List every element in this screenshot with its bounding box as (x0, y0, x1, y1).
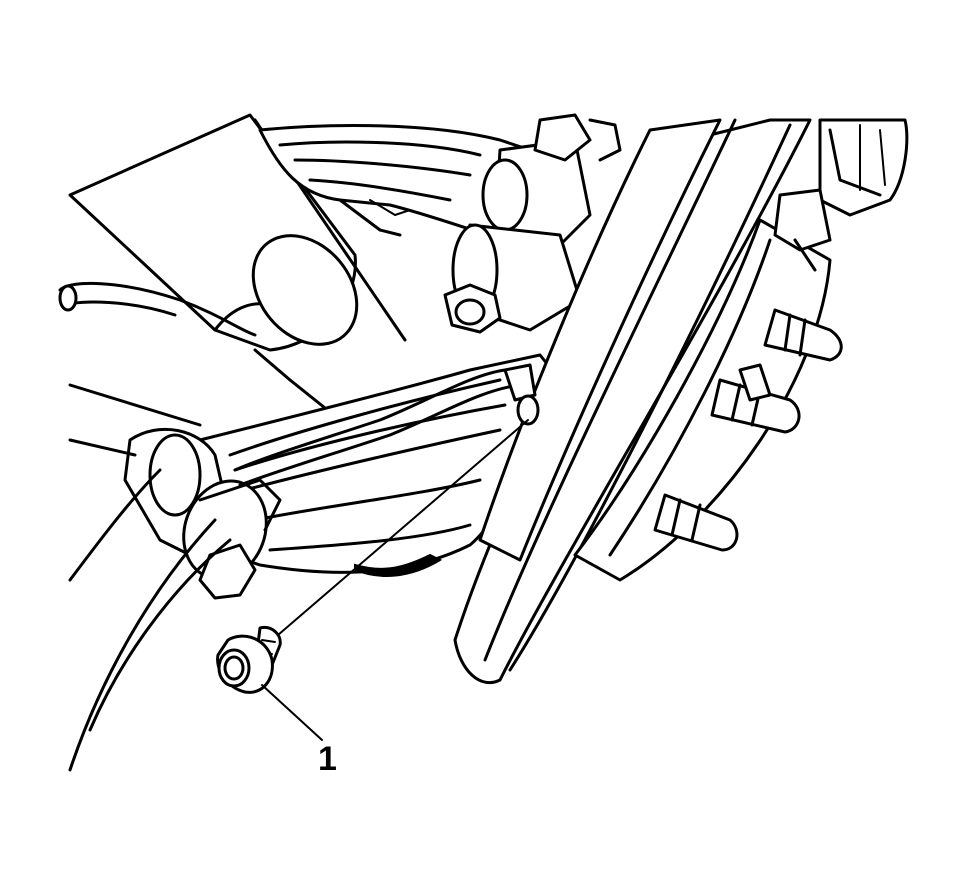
wheel-stud-2 (710, 363, 801, 434)
shock-absorber (68, 113, 407, 422)
wheel-hub (573, 218, 832, 582)
lower-control-arm (198, 353, 562, 577)
brake-rotor (453, 118, 812, 685)
bolt (216, 625, 282, 694)
brake-line (58, 281, 257, 337)
abs-sensor-harness (773, 118, 909, 272)
wheel-stud-3 (653, 493, 739, 552)
leader-line (277, 419, 529, 636)
callout-1-label: 1 (318, 740, 337, 778)
callout-leader (261, 684, 323, 741)
brake-hose (233, 363, 540, 487)
upper-link (258, 124, 562, 247)
bushing-assembly (443, 113, 622, 334)
inner-pivot-bracket (123, 427, 282, 600)
wheel-stud-1 (763, 308, 843, 362)
frame-rail (68, 383, 232, 772)
